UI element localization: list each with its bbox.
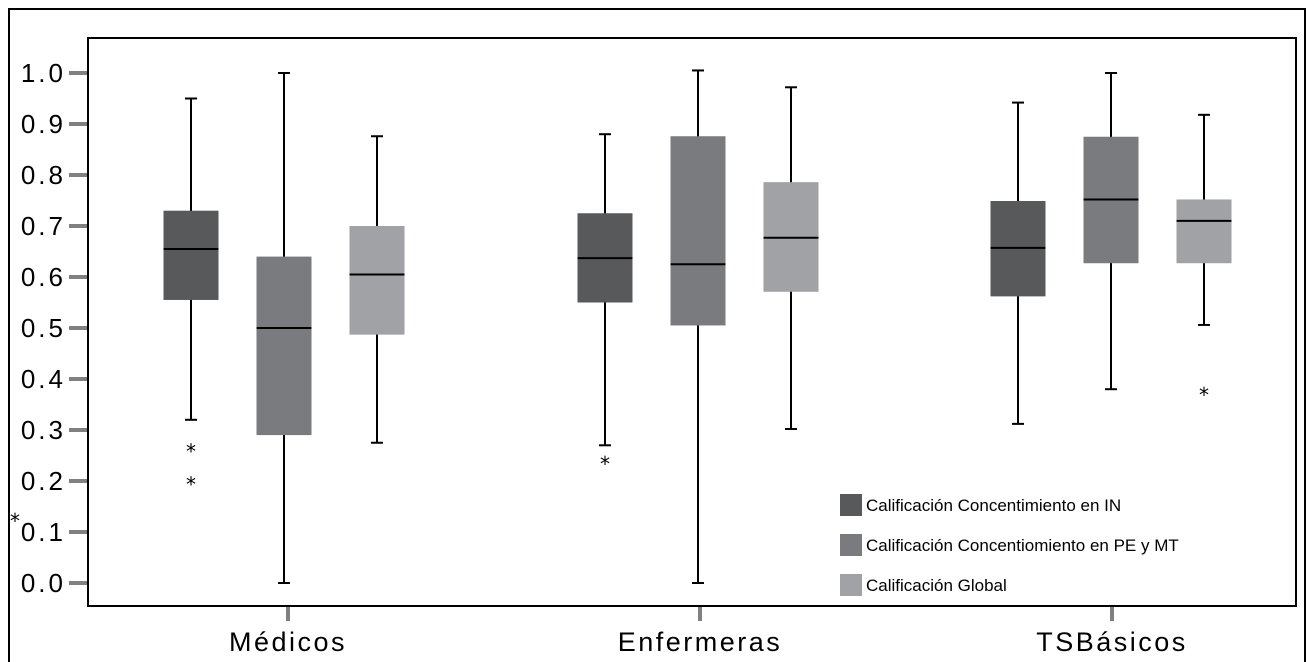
box-iqr — [256, 256, 312, 436]
box-plot — [256, 72, 312, 584]
box-series: **** — [163, 69, 1232, 584]
y-tick-label: 0.2 — [21, 466, 66, 496]
plot-area — [87, 37, 1297, 607]
box-plot — [763, 86, 819, 430]
legend-label: Calificación Concentiomiento en PE y MT — [866, 536, 1179, 555]
y-tick-label: 0.7 — [21, 211, 66, 241]
y-tick-label: 0.0 — [21, 568, 66, 598]
series-3: * — [349, 86, 1232, 444]
box-iqr — [670, 136, 726, 326]
outlier-marker: * — [186, 472, 196, 496]
x-axis: Médicos Enfermeras TSBásicos — [229, 607, 1188, 657]
y-tick-label: 0.5 — [21, 313, 66, 343]
box-iqr — [1176, 199, 1232, 264]
legend-swatch — [840, 574, 862, 596]
box-iqr — [349, 226, 405, 335]
outlier-marker: * — [600, 452, 610, 476]
box-plot: * — [1176, 113, 1232, 407]
y-tick-label: 0.6 — [21, 262, 66, 292]
legend: Calificación Concentimiento en IN Calific… — [840, 494, 1179, 596]
x-category-label: Médicos — [229, 627, 347, 657]
y-tick-label: 0.1 — [21, 517, 66, 547]
y-tick-label: 0.4 — [21, 364, 66, 394]
box-plot: ** — [163, 97, 219, 496]
legend-label: Calificación Concentimiento en IN — [866, 496, 1121, 515]
box-plot — [1083, 72, 1139, 391]
outer-frame — [8, 8, 1306, 662]
box-plot — [990, 101, 1046, 425]
box-plot: * — [577, 133, 633, 476]
box-plot — [349, 135, 405, 444]
series-2 — [256, 69, 1139, 584]
y-tick-label: 1.0 — [21, 58, 66, 88]
x-category-label: Enfermeras — [618, 627, 783, 657]
y-tick-label: 0.9 — [21, 109, 66, 139]
y-tick-label: 0.3 — [21, 415, 66, 445]
outlier-marker: * — [186, 439, 196, 463]
y-tick-label: 0.8 — [21, 160, 66, 190]
stray-asterisk: * — [10, 509, 20, 533]
legend-swatch — [840, 534, 862, 556]
box-plot — [670, 69, 726, 584]
box-iqr — [163, 210, 219, 300]
legend-label: Calificación Global — [866, 576, 1007, 595]
annotations: * — [10, 509, 20, 533]
outlier-marker: * — [1199, 383, 1209, 407]
y-axis: 1.0 0.9 0.8 0.7 0.6 0.5 0.4 0.3 0.2 0.1 0.0 — [21, 58, 87, 598]
legend-swatch — [840, 494, 862, 516]
x-category-label: TSBásicos — [1036, 627, 1188, 657]
series-1: *** — [163, 97, 1046, 496]
